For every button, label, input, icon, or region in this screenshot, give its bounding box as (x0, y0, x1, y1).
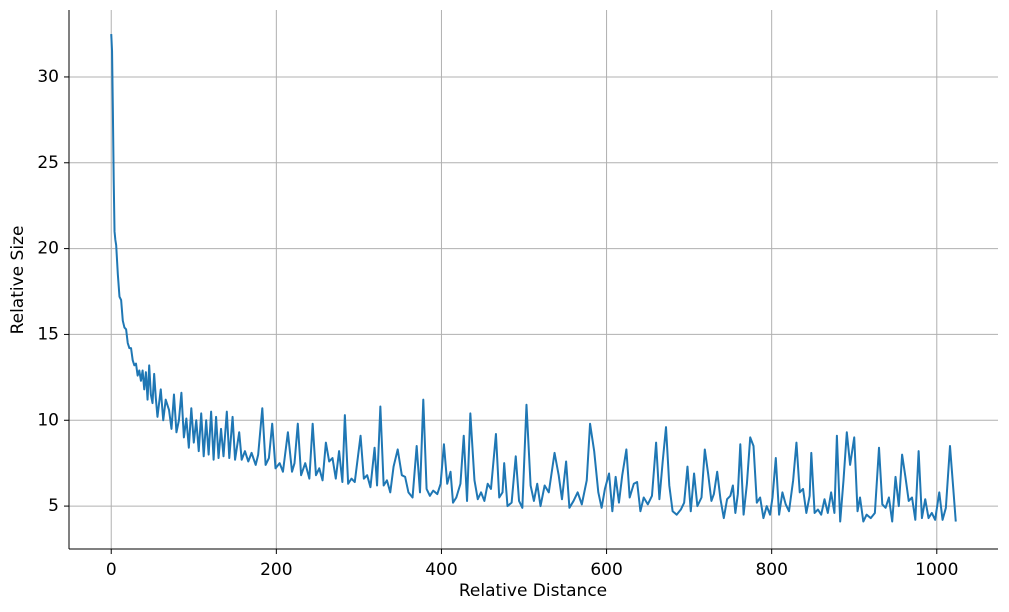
y-tick-label: 30 (37, 67, 59, 87)
y-tick-label: 15 (37, 324, 59, 344)
y-tick-label: 10 (37, 410, 59, 430)
x-tick-label: 600 (590, 560, 622, 580)
x-tick-label: 1000 (915, 560, 958, 580)
y-axis-label: Relative Size (8, 226, 28, 335)
y-tick-label: 25 (37, 153, 59, 173)
x-tick-label: 200 (260, 560, 292, 580)
x-tick-label: 0 (106, 560, 117, 580)
x-tick-label: 400 (425, 560, 457, 580)
data-line (110, 33, 957, 523)
x-tick-label: 800 (755, 560, 787, 580)
y-tick-label: 20 (37, 239, 59, 259)
y-tick-label: 5 (48, 496, 59, 516)
x-axis-label: Relative Distance (459, 581, 607, 601)
